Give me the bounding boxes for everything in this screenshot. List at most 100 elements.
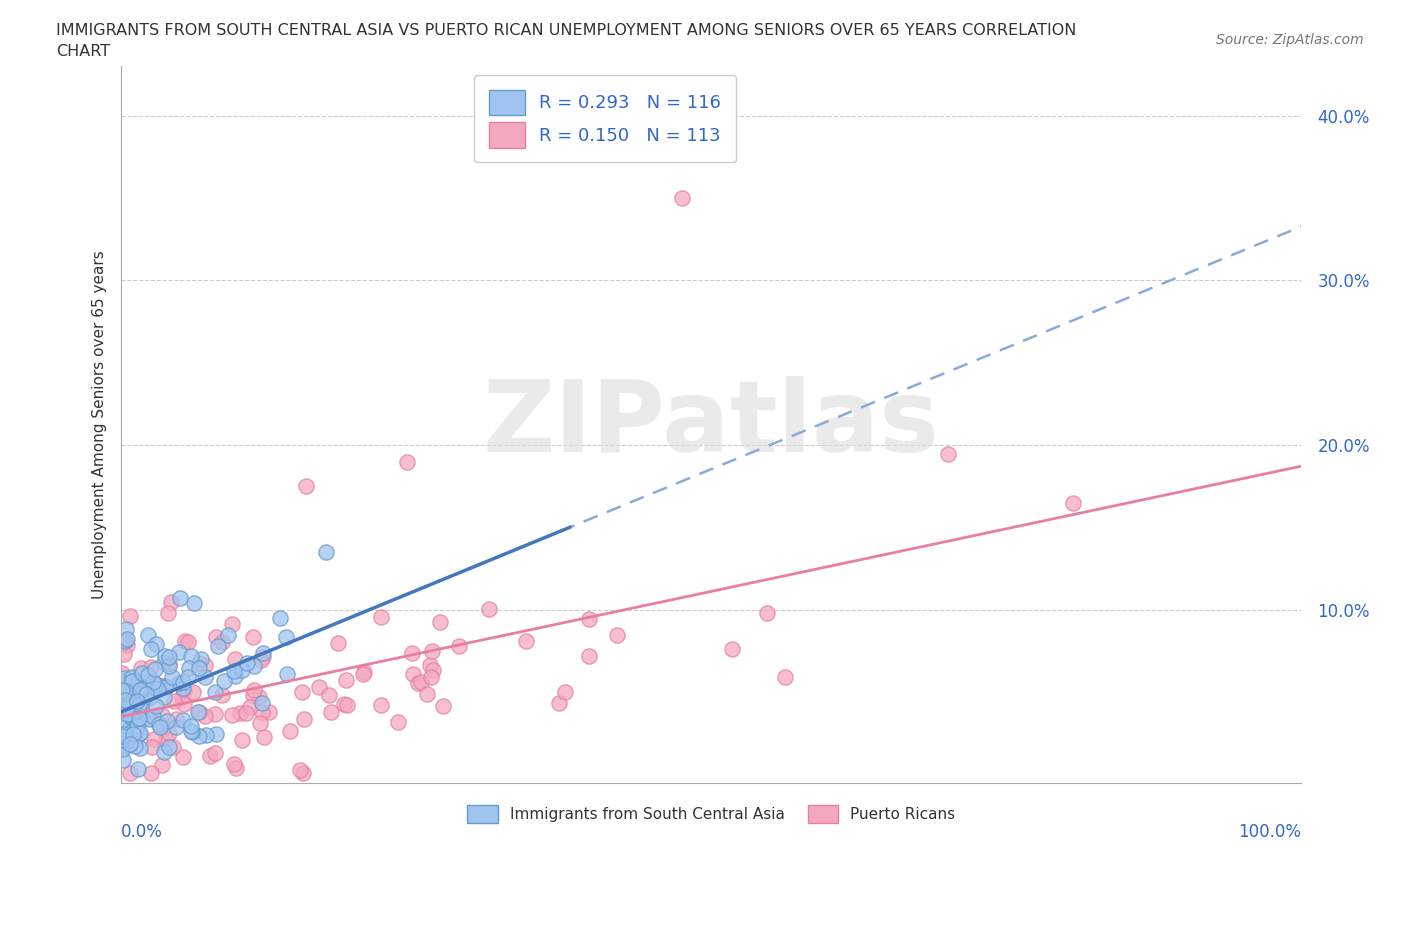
Point <box>187 704 209 719</box>
Point <box>756 605 779 620</box>
Point <box>229 705 252 720</box>
Point <box>136 627 159 642</box>
Point <box>936 446 959 461</box>
Point <box>231 732 253 747</box>
Point <box>204 684 226 699</box>
Point <box>554 684 576 699</box>
Point <box>211 634 233 649</box>
Point <box>221 617 243 631</box>
Point <box>155 648 177 663</box>
Point <box>127 674 149 689</box>
Point <box>173 684 195 698</box>
Point <box>115 637 138 652</box>
Point <box>148 717 170 732</box>
Point <box>224 669 246 684</box>
Point <box>193 670 215 684</box>
Point <box>276 666 298 681</box>
Point <box>152 721 174 736</box>
Point <box>114 633 136 648</box>
Point <box>138 711 160 725</box>
Point <box>124 727 146 742</box>
Point <box>294 711 316 726</box>
Point <box>221 707 243 722</box>
Point <box>122 726 145 741</box>
Point <box>269 611 291 626</box>
Point <box>139 690 162 705</box>
Point <box>129 700 152 715</box>
Point <box>242 688 264 703</box>
Point <box>274 630 297 644</box>
Point <box>112 647 135 662</box>
Point <box>135 687 157 702</box>
Point <box>111 728 134 743</box>
Point <box>172 750 194 764</box>
Point <box>194 727 217 742</box>
Point <box>115 707 138 722</box>
Point <box>114 684 136 698</box>
Point <box>143 661 166 676</box>
Point <box>162 694 184 709</box>
Point <box>124 739 146 754</box>
Point <box>207 639 229 654</box>
Point <box>447 639 470 654</box>
Point <box>172 674 194 689</box>
Point <box>145 698 167 713</box>
Point <box>319 704 342 719</box>
Point <box>180 648 202 663</box>
Point <box>124 733 146 748</box>
Point <box>353 664 375 679</box>
Point <box>155 732 177 747</box>
Point <box>177 670 200 684</box>
Point <box>370 610 392 625</box>
Point <box>187 656 209 671</box>
Point <box>143 680 166 695</box>
Point <box>111 752 134 767</box>
Point <box>117 700 139 715</box>
Point <box>132 695 155 710</box>
Point <box>173 697 195 711</box>
Point <box>120 709 142 724</box>
Point <box>127 689 149 704</box>
Point <box>432 699 454 714</box>
Point <box>183 596 205 611</box>
Point <box>721 642 744 657</box>
Point <box>141 642 163 657</box>
Point <box>150 708 173 723</box>
Point <box>176 634 198 649</box>
Point <box>121 711 143 725</box>
Point <box>429 614 451 629</box>
Y-axis label: Unemployment Among Seniors over 65 years: Unemployment Among Seniors over 65 years <box>93 250 107 599</box>
Point <box>134 675 156 690</box>
Point <box>671 191 693 206</box>
Point <box>139 766 162 781</box>
Point <box>249 715 271 730</box>
Point <box>153 744 176 759</box>
Point <box>188 728 211 743</box>
Point <box>231 663 253 678</box>
Point <box>217 628 239 643</box>
Text: 100.0%: 100.0% <box>1239 823 1302 841</box>
Point <box>180 719 202 734</box>
Point <box>152 679 174 694</box>
Point <box>239 699 262 714</box>
Point <box>153 678 176 693</box>
Point <box>142 732 165 747</box>
Point <box>224 651 246 666</box>
Point <box>308 680 330 695</box>
Point <box>187 705 209 720</box>
Point <box>125 681 148 696</box>
Point <box>112 671 135 685</box>
Point <box>111 636 134 651</box>
Point <box>205 630 228 644</box>
Point <box>128 698 150 712</box>
Point <box>121 674 143 689</box>
Point <box>290 763 312 777</box>
Point <box>291 684 314 699</box>
Point <box>128 712 150 727</box>
Point <box>128 726 150 741</box>
Point <box>318 687 340 702</box>
Point <box>188 660 211 675</box>
Point <box>120 708 142 723</box>
Point <box>1062 496 1084 511</box>
Point <box>138 712 160 727</box>
